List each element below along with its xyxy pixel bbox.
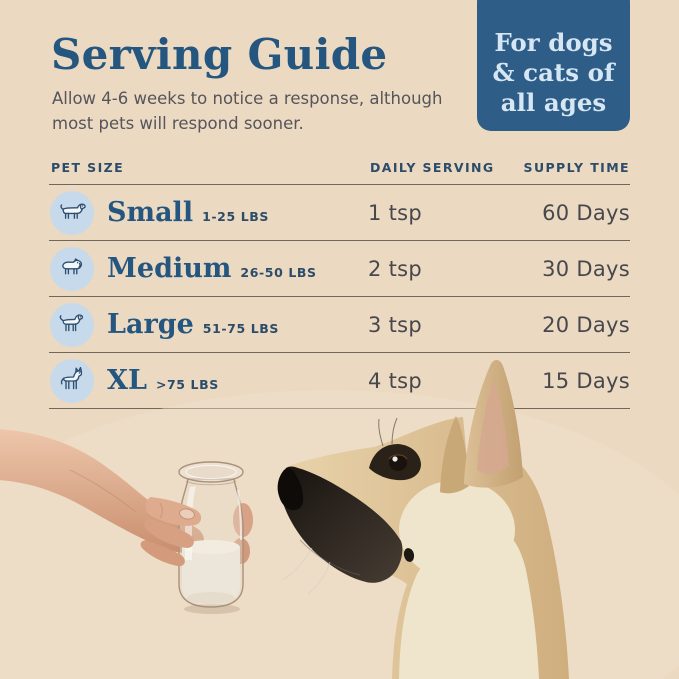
table-row: Small 1-25 LBS 1 tsp 60 Days	[49, 185, 630, 241]
pet-weight-label: 1-25 LBS	[202, 209, 270, 224]
age-badge: For dogs & cats of all ages	[477, 0, 630, 131]
fingernail	[179, 508, 195, 520]
pet-size-label: Medium	[107, 253, 232, 284]
subtitle-line-1: Allow 4-6 weeks to notice a response, al…	[52, 89, 443, 108]
pet-icon-circle	[50, 246, 94, 291]
table-header: PET SIZE DAILY SERVING SUPPLY TIME	[49, 150, 630, 185]
dog-eye	[389, 455, 407, 471]
milk	[182, 540, 240, 605]
table-row: XL >75 LBS 4 tsp 15 Days	[49, 353, 630, 409]
dachshund-icon	[60, 203, 86, 219]
fingertip	[233, 503, 253, 537]
pet-weight-label: >75 LBS	[155, 377, 219, 392]
daily-serving-value: 2 tsp	[368, 256, 423, 281]
dog-neck	[281, 417, 569, 679]
pet-size-label: Large	[107, 309, 194, 340]
badge-line: & cats of	[492, 58, 615, 87]
daily-serving-value: 1 tsp	[368, 200, 423, 225]
column-header-supply-time: SUPPLY TIME	[523, 160, 630, 175]
column-header-pet-size: PET SIZE	[51, 160, 125, 175]
pet-size-label: Small	[107, 197, 194, 228]
fingertip	[232, 538, 250, 564]
thumb	[140, 540, 185, 567]
daily-serving-value: 3 tsp	[368, 312, 423, 337]
pet-weight-label: 51-75 LBS	[202, 321, 279, 336]
hand-arm	[0, 429, 204, 553]
supply-time-value: 30 Days	[542, 256, 630, 281]
table-row: Medium 26-50 LBS 2 tsp 30 Days	[49, 241, 630, 297]
subtitle: Allow 4-6 weeks to notice a response, al…	[52, 86, 442, 136]
pet-size-group: Small 1-25 LBS	[107, 199, 269, 226]
supply-time-value: 20 Days	[542, 312, 630, 337]
dog-brow-hairs	[378, 417, 398, 447]
supply-time-value: 15 Days	[542, 368, 630, 393]
bulldog-icon	[62, 257, 83, 274]
pet-size-group: Medium 26-50 LBS	[107, 255, 317, 282]
pet-icon-circle	[50, 190, 94, 235]
pet-size-cell: XL >75 LBS	[49, 358, 368, 403]
dog-cheek-spot	[403, 548, 415, 562]
dog-chest	[399, 527, 539, 679]
dog-cheek	[399, 480, 515, 580]
milk-bottle	[178, 461, 244, 614]
photo-backdrop	[0, 390, 679, 679]
pet-size-label: XL	[107, 365, 147, 396]
pet-size-cell: Large 51-75 LBS	[49, 302, 368, 347]
pet-icon-circle	[50, 358, 94, 403]
pet-size-cell: Medium 26-50 LBS	[49, 246, 368, 291]
great-dane-icon	[60, 366, 83, 389]
dog-whiskers	[282, 547, 331, 595]
pet-size-group: XL >75 LBS	[107, 367, 219, 394]
daily-serving-value: 4 tsp	[368, 368, 423, 393]
subtitle-line-2: most pets will respond sooner.	[52, 114, 304, 133]
page-title: Serving Guide	[51, 30, 388, 79]
pet-size-cell: Small 1-25 LBS	[49, 190, 368, 235]
table-row: Large 51-75 LBS 3 tsp 20 Days	[49, 297, 630, 353]
dog-near-ear	[440, 416, 469, 494]
badge-line: all ages	[500, 88, 607, 117]
pet-weight-label: 26-50 LBS	[240, 265, 317, 280]
dog-eye-patch	[369, 444, 421, 481]
dog-nose	[277, 468, 304, 511]
column-header-daily-serving: DAILY SERVING	[370, 160, 495, 175]
pet-icon-circle	[50, 302, 94, 347]
fingers	[140, 497, 202, 567]
pet-size-group: Large 51-75 LBS	[107, 311, 279, 338]
dog-muzzle	[279, 466, 403, 583]
supply-time-value: 60 Days	[542, 200, 630, 225]
badge-line: For dogs	[494, 28, 613, 57]
retriever-icon	[59, 313, 84, 331]
serving-table: PET SIZE DAILY SERVING SUPPLY TIME Small…	[49, 150, 630, 409]
